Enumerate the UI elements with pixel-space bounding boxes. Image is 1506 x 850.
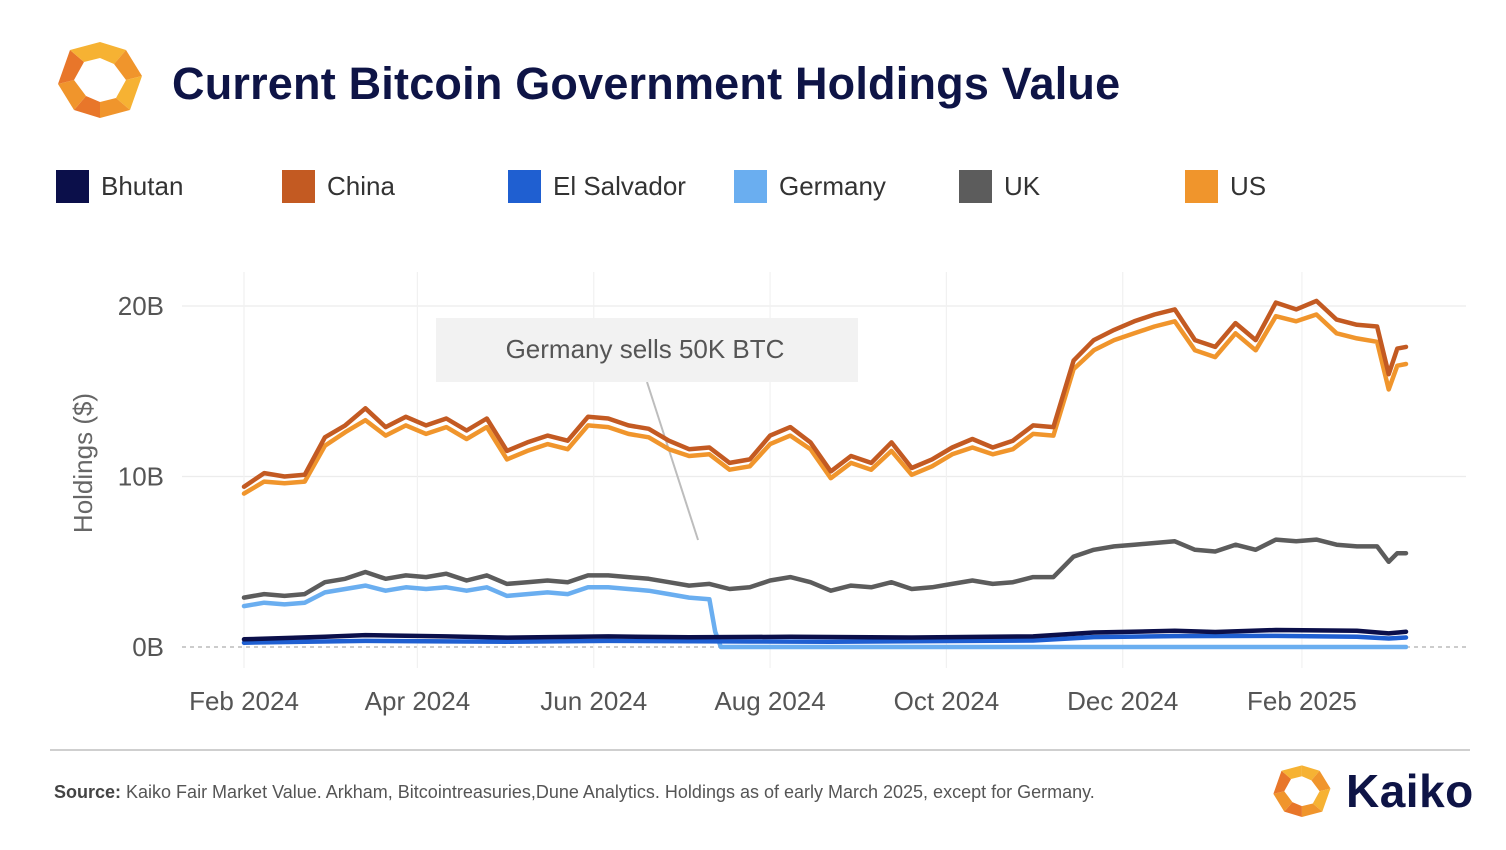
legend-label: Germany [779, 170, 886, 201]
legend-swatch-germany [734, 169, 767, 203]
source-note: Source: Kaiko Fair Market Value. Arkham,… [54, 782, 1095, 803]
legend-label: Bhutan [101, 170, 184, 201]
legend-swatch-bhutan [56, 169, 89, 203]
x-tick-label: Oct 2024 [894, 686, 1000, 716]
x-tick-label: Dec 2024 [1067, 686, 1178, 716]
y-tick-label: 10B [118, 462, 164, 492]
series-line-germany [241, 583, 1409, 650]
legend-item-us: US [1185, 168, 1266, 204]
page-title: Current Bitcoin Government Holdings Valu… [172, 58, 1121, 109]
chart-series [241, 298, 1409, 650]
kaiko-brand-logo-icon [1273, 765, 1331, 818]
brand-name: Kaiko [1346, 765, 1474, 817]
legend-swatch-el-salvador [508, 169, 541, 203]
source-text: Kaiko Fair Market Value. Arkham, Bitcoin… [121, 782, 1095, 802]
axis-ticks: 0B 10B 20B Feb 2024 Apr 2024 Jun 2024 Aug 2024… [118, 291, 1357, 716]
legend-item-el-salvador: El Salvador [508, 168, 686, 204]
legend-label: US [1230, 170, 1267, 201]
series-line-el-salvador [241, 633, 1409, 645]
footer-divider [50, 749, 1470, 751]
y-axis-label: Holdings ($) [68, 393, 98, 533]
legend-item-uk: UK [959, 168, 1040, 204]
y-tick-label: 0B [132, 632, 164, 662]
annotation-text: Germany sells 50K BTC [506, 334, 785, 364]
series-line-bhutan [241, 627, 1409, 642]
chart-legend: Bhutan China El Salvador Germany UK US [56, 168, 1356, 208]
x-tick-label: Feb 2025 [1247, 686, 1357, 716]
x-tick-label: Aug 2024 [714, 686, 825, 716]
series-line-china [241, 298, 1409, 489]
kaiko-logo-icon [58, 42, 142, 118]
legend-item-bhutan: Bhutan [56, 168, 183, 204]
legend-swatch-uk [959, 169, 992, 203]
x-tick-label: Jun 2024 [540, 686, 647, 716]
legend-item-china: China [282, 168, 395, 204]
source-label: Source: [54, 782, 122, 802]
series-line-uk [241, 537, 1409, 600]
legend-label: UK [1004, 170, 1041, 201]
legend-swatch-us [1185, 169, 1218, 203]
legend-swatch-china [282, 169, 315, 203]
annotation-box [436, 318, 858, 382]
x-tick-label: Feb 2024 [189, 686, 299, 716]
x-tick-label: Apr 2024 [365, 686, 471, 716]
legend-item-germany: Germany [734, 168, 886, 204]
series-line-us [241, 312, 1409, 496]
legend-label: El Salvador [553, 170, 686, 201]
legend-label: China [327, 170, 395, 201]
y-tick-label: 20B [118, 291, 164, 321]
annotation-leader-line [646, 381, 700, 541]
